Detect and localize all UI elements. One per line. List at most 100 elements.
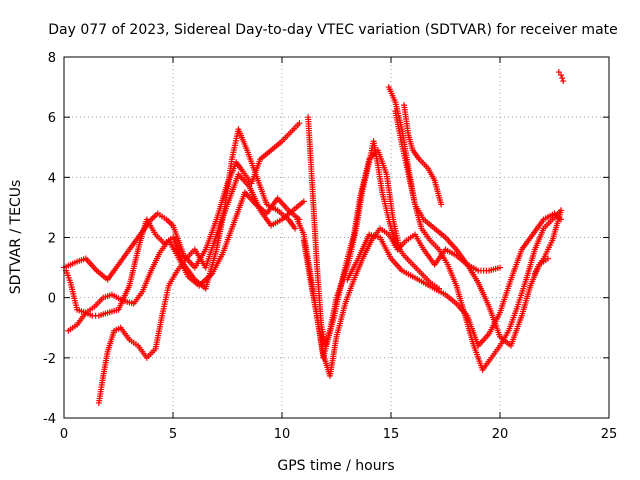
data-point-fill [270,217,283,228]
x-tick-label: 0 [60,427,68,442]
data-point-fill [360,239,374,260]
chart-title: Day 077 of 2023, Sidereal Day-to-day VTE… [48,22,618,38]
x-tick-label: 25 [601,427,618,442]
data-point-fill [481,356,493,371]
data-point-fill [63,262,72,270]
data-point-fill [411,263,423,275]
data-point-fill [383,173,396,221]
data-point-fill [413,233,426,251]
data-point-fill [454,284,468,317]
data-point-fill [244,149,259,176]
data-point-fill [334,302,348,338]
data-point-fill [145,218,158,236]
data-point-fill [506,305,520,332]
series-track-7 [300,225,503,379]
data-point-fill [156,211,168,221]
data-point-fill [95,269,109,282]
data-point-fill [106,307,120,316]
data-point-fill [515,278,529,308]
grid-lines [64,57,609,418]
data-point-fill [413,203,426,221]
y-tick-label: -2 [43,352,56,367]
data-point-fill [119,326,131,341]
data-point-fill [476,281,492,308]
data-point-fill [444,236,458,251]
data-point-fill [519,284,533,317]
data-point-fill [542,218,554,230]
data-point-fill [344,233,357,260]
data-point-fill [145,347,157,360]
data-point-fill [489,344,502,359]
y-tick-label: 6 [48,111,56,126]
data-point-fill [454,248,469,266]
data-point-fill [426,167,437,182]
data-point-fill [401,104,412,136]
data-point-fill [508,314,525,347]
data-point-fill [210,251,226,275]
data-point-fill [422,280,436,291]
x-tick-label: 10 [274,427,291,442]
data-point [555,69,562,76]
data-point-fill [113,325,122,333]
data-point-fill [411,274,425,285]
data-point-fill [116,248,132,266]
series-track-5 [305,114,442,349]
data-point-fill [69,259,78,267]
data-point-fill [523,248,538,281]
y-tick-label: 2 [48,232,56,247]
data-point-fill [554,209,564,227]
data-point-fill [379,191,392,221]
data-point-fill [498,335,513,348]
data-point-fill [126,239,143,287]
data-point-fill [488,265,501,273]
y-tick-label: 8 [48,51,56,66]
data-point-fill [93,296,105,308]
data-point-fill [546,239,555,251]
data-point-fill [152,314,165,350]
data-point-fill [295,218,306,236]
data-point-fill [96,375,106,404]
data-point-fill [422,217,436,230]
data-point-fill [358,158,372,197]
data-point-fill [368,232,381,240]
data-point-fill [128,338,139,348]
data-point-fill [102,292,113,300]
series-track-13 [555,69,567,85]
data-point-fill [531,218,546,236]
data-point-fill [351,257,365,281]
data-point-fill [396,239,408,251]
data-point-fill [149,211,160,221]
data-point-fill [418,158,430,170]
data-point-fill [420,272,432,284]
data-point-fill [136,344,149,359]
data-point-fill [532,263,542,275]
data-point-fill [122,298,135,307]
x-tick-label: 15 [383,427,400,442]
data-point-fill [405,173,418,206]
data-point-fill [280,131,292,143]
data-point-fill [541,248,550,260]
data-point-fill [314,263,325,326]
data-point-fill [331,284,344,317]
data-point-fill [165,217,175,227]
data-point-fill [477,267,490,274]
data-point-fill [405,232,416,243]
data-point-fill [437,248,450,266]
data-point-fill [343,278,357,305]
data-point-fill [276,197,290,212]
data-point-fill [433,286,447,297]
data-point-fill [234,161,245,173]
data-point-fill [280,208,295,221]
data-point-fill [214,203,230,236]
data-point-fill [497,278,514,314]
data-point-fill [392,110,405,146]
data-point-fill [105,329,117,353]
data-point-fill [444,247,458,258]
data-point-fill [105,263,121,281]
data-point-fill [214,182,230,221]
series-track-12 [531,207,565,277]
data-point-fill [220,221,237,254]
data-point-fill [286,218,297,230]
data-point [497,264,503,271]
data-point-fill [111,292,124,303]
